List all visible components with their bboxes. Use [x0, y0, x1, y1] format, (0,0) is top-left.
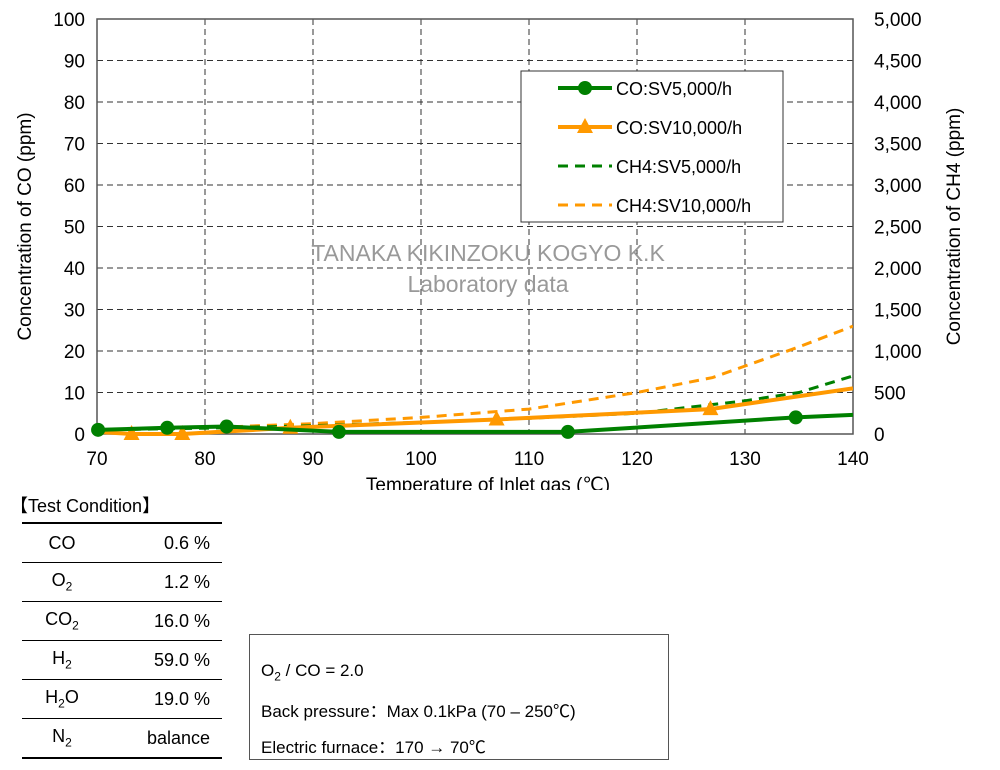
gas-name: CO2 — [22, 601, 102, 641]
condition-row: N2 balance — [22, 718, 222, 759]
y-tick-label: 80 — [64, 93, 85, 114]
x-tick-label: 70 — [86, 449, 107, 470]
y2-axis-label: Concentration of CH4 (ppm) — [944, 108, 965, 346]
condition-row: CO 0.6 % — [22, 522, 222, 563]
data-point — [788, 410, 803, 425]
y-tick-label: 50 — [64, 218, 85, 239]
x-tick-label: 80 — [194, 449, 215, 470]
gas-name: CO — [22, 522, 102, 563]
condition-row: H2 59.0 % — [22, 640, 222, 680]
y2-tick-label: 4,000 — [874, 93, 922, 114]
y-tick-label: 0 — [74, 425, 85, 446]
y2-tick-label: 1,000 — [874, 342, 922, 363]
y-tick-label: 60 — [64, 176, 85, 197]
legend-label: CH4:SV10,000/h — [616, 196, 751, 216]
data-point — [488, 410, 505, 426]
y-tick-label: 30 — [64, 301, 85, 322]
conditions-notes: O2 / CO = 2.0 Back pressure：Max 0.1kPa (… — [249, 634, 669, 760]
test-condition-table: CO 0.6 % O2 1.2 % CO2 16.0 % H2 59.0 % H2O 19.0 %… — [22, 522, 222, 759]
x-tick-label: 130 — [729, 449, 761, 470]
ratio-note: O2 / CO = 2.0 — [261, 661, 364, 684]
gas-value: 16.0 % — [102, 601, 222, 641]
data-point — [331, 424, 346, 439]
y-tick-label: 40 — [64, 259, 85, 280]
watermark-line-1: TANAKA KIKINZOKU KOGYO K.K — [311, 240, 665, 266]
gas-value: 1.2 % — [102, 562, 222, 602]
y2-tick-label: 1,500 — [874, 301, 922, 322]
plot-frame — [96, 18, 854, 435]
x-tick-label: 110 — [514, 449, 544, 470]
data-point — [123, 425, 140, 440]
furnace-note: Electric furnace：170 → 70℃ — [261, 738, 486, 758]
x-tick-label: 140 — [837, 449, 869, 470]
condition-row: O2 1.2 % — [22, 562, 222, 602]
data-point — [702, 400, 719, 416]
x-tick-label: 90 — [302, 449, 323, 470]
x-tick-label: 120 — [621, 449, 653, 470]
legend-marker — [578, 81, 592, 95]
gas-value: balance — [102, 718, 222, 759]
y2-tick-label: 2,500 — [874, 218, 922, 239]
gas-name: N2 — [22, 718, 102, 759]
x-axis-label: Temperature of Inlet gas (℃) — [366, 475, 610, 490]
gas-value: 59.0 % — [102, 640, 222, 680]
gas-value: 19.0 % — [102, 679, 222, 719]
gas-name: H2O — [22, 679, 102, 719]
y-axis-label: Concentration of CO (ppm) — [15, 112, 36, 340]
legend-marker — [577, 118, 593, 133]
legend-label: CO:SV10,000/h — [616, 118, 742, 138]
x-tick-label: 100 — [405, 449, 437, 470]
test-condition-title: 【Test Condition】 — [10, 496, 161, 516]
legend-label: CO:SV5,000/h — [616, 79, 732, 99]
gas-name: H2 — [22, 640, 102, 680]
condition-row: CO2 16.0 % — [22, 601, 222, 641]
y-tick-label: 70 — [64, 135, 85, 156]
y-tick-label: 10 — [64, 384, 85, 405]
data-point — [91, 422, 106, 437]
series-line-ch4-sv10-000-h — [97, 324, 853, 432]
y-tick-label: 100 — [53, 10, 85, 31]
data-point — [174, 425, 191, 440]
y2-tick-label: 3,500 — [874, 135, 922, 156]
y2-tick-label: 4,500 — [874, 52, 922, 73]
y2-tick-label: 0 — [874, 425, 885, 446]
y2-tick-label: 5,000 — [874, 10, 922, 31]
watermark-line-2: Laboratory data — [407, 271, 568, 297]
y2-tick-label: 2,000 — [874, 259, 922, 280]
chart: 70 80 90 100 110 120 130 1400102030405060708090… — [15, 10, 965, 490]
gas-name: O2 — [22, 562, 102, 602]
legend-label: CH4:SV5,000/h — [616, 157, 741, 177]
data-point — [160, 420, 175, 435]
gas-value: 0.6 % — [102, 522, 222, 563]
condition-row: H2O 19.0 % — [22, 679, 222, 719]
y-tick-label: 20 — [64, 342, 85, 363]
y-tick-label: 90 — [64, 52, 85, 73]
back-pressure-note: Back pressure：Max 0.1kPa (70 – 250℃) — [261, 702, 576, 722]
data-point — [560, 424, 575, 439]
y2-tick-label: 500 — [874, 384, 906, 405]
legend — [520, 70, 784, 223]
y2-tick-label: 3,000 — [874, 176, 922, 197]
series-line-co-sv5-000-h — [98, 412, 853, 434]
data-point — [219, 419, 234, 434]
